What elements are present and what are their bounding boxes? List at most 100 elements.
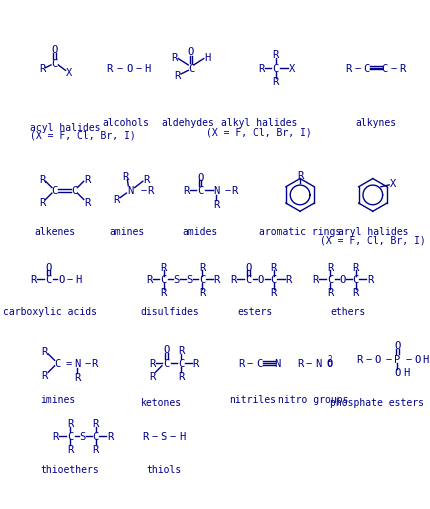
Text: R: R bbox=[326, 262, 332, 272]
Text: C: C bbox=[270, 275, 276, 285]
Text: ethers: ethers bbox=[330, 306, 365, 317]
Text: R: R bbox=[147, 186, 153, 196]
Text: R: R bbox=[352, 262, 358, 272]
Text: −: − bbox=[84, 358, 90, 369]
Text: C: C bbox=[160, 275, 166, 285]
Text: R: R bbox=[230, 275, 237, 285]
Text: thioethers: thioethers bbox=[40, 465, 99, 474]
Text: C: C bbox=[272, 64, 278, 73]
Text: R: R bbox=[178, 371, 184, 381]
Text: −: − bbox=[246, 358, 252, 369]
Text: O: O bbox=[393, 340, 399, 350]
Text: −: − bbox=[384, 354, 390, 364]
Text: R: R bbox=[366, 275, 372, 285]
Text: R: R bbox=[270, 262, 276, 272]
Text: C: C bbox=[381, 64, 387, 73]
Text: S: S bbox=[160, 431, 166, 441]
Text: −: − bbox=[140, 186, 147, 196]
Text: R: R bbox=[213, 275, 219, 285]
Text: R: R bbox=[398, 64, 404, 73]
Text: R: R bbox=[107, 431, 113, 441]
Text: amides: amides bbox=[182, 227, 217, 237]
Text: N: N bbox=[213, 186, 219, 196]
Text: P: P bbox=[393, 354, 399, 364]
Text: R: R bbox=[231, 186, 237, 196]
Text: R: R bbox=[84, 198, 90, 208]
Text: O: O bbox=[326, 358, 332, 369]
Text: R: R bbox=[148, 358, 155, 369]
Text: aldehydes: aldehydes bbox=[161, 118, 214, 128]
Text: O: O bbox=[339, 275, 345, 285]
Text: C: C bbox=[362, 64, 369, 73]
Text: R: R bbox=[106, 64, 112, 73]
Text: aromatic rings: aromatic rings bbox=[258, 227, 341, 237]
Text: (X = F, Cl, Br, I): (X = F, Cl, Br, I) bbox=[206, 127, 311, 137]
Text: acyl halides: acyl halides bbox=[30, 123, 100, 132]
Text: C: C bbox=[187, 64, 194, 73]
Text: C: C bbox=[245, 275, 251, 285]
Text: R: R bbox=[31, 275, 37, 285]
Text: C: C bbox=[255, 358, 262, 369]
Text: O: O bbox=[58, 275, 64, 285]
Text: amines: amines bbox=[110, 227, 144, 237]
Text: thiols: thiols bbox=[146, 465, 181, 474]
Text: R: R bbox=[183, 186, 189, 196]
Text: R: R bbox=[143, 174, 149, 184]
Text: O: O bbox=[197, 173, 203, 182]
Text: R: R bbox=[198, 262, 205, 272]
Text: R: R bbox=[113, 195, 119, 205]
Text: −: − bbox=[151, 431, 157, 441]
Text: H: H bbox=[178, 431, 184, 441]
Text: R: R bbox=[174, 71, 180, 81]
Text: R: R bbox=[41, 347, 48, 357]
Text: O: O bbox=[245, 262, 251, 272]
Text: aryl halides: aryl halides bbox=[337, 227, 407, 237]
Text: R: R bbox=[192, 358, 198, 369]
Text: N: N bbox=[74, 358, 80, 369]
Text: R: R bbox=[67, 418, 73, 428]
Text: R: R bbox=[67, 444, 73, 454]
Text: R: R bbox=[52, 431, 58, 441]
Text: (X = F, Cl, Br, I): (X = F, Cl, Br, I) bbox=[319, 235, 425, 245]
Text: R: R bbox=[285, 275, 291, 285]
Text: H: H bbox=[402, 367, 408, 378]
Text: −: − bbox=[353, 64, 359, 73]
Text: −: − bbox=[390, 64, 396, 73]
Text: −: − bbox=[224, 186, 230, 196]
Text: O: O bbox=[52, 45, 58, 55]
Text: (X = F, Cl, Br, I): (X = F, Cl, Br, I) bbox=[30, 131, 135, 140]
Text: R: R bbox=[270, 288, 276, 298]
Text: phosphate esters: phosphate esters bbox=[329, 398, 424, 407]
Text: R: R bbox=[142, 431, 148, 441]
Text: −: − bbox=[117, 64, 123, 73]
Text: R: R bbox=[198, 288, 205, 298]
Text: R: R bbox=[39, 198, 45, 208]
Text: O: O bbox=[373, 354, 380, 364]
Text: −: − bbox=[305, 358, 312, 369]
Text: N: N bbox=[314, 358, 321, 369]
Text: O: O bbox=[163, 345, 169, 355]
Text: −: − bbox=[67, 275, 73, 285]
Text: disulfides: disulfides bbox=[140, 306, 199, 317]
Text: esters: esters bbox=[237, 306, 272, 317]
Text: nitro groups: nitro groups bbox=[278, 394, 348, 405]
Text: R: R bbox=[344, 64, 350, 73]
Text: H: H bbox=[421, 354, 428, 364]
Text: C: C bbox=[198, 275, 205, 285]
Text: O: O bbox=[393, 367, 399, 378]
Text: C: C bbox=[352, 275, 358, 285]
Text: R: R bbox=[296, 358, 302, 369]
Text: R: R bbox=[148, 371, 155, 381]
Text: N: N bbox=[273, 358, 280, 369]
Text: C: C bbox=[163, 358, 169, 369]
Text: R: R bbox=[296, 171, 302, 181]
Text: R: R bbox=[257, 64, 264, 73]
Text: −: − bbox=[169, 431, 175, 441]
Text: alkyl halides: alkyl halides bbox=[221, 118, 297, 128]
Text: X: X bbox=[66, 68, 72, 78]
Text: R: R bbox=[92, 418, 98, 428]
Text: 2: 2 bbox=[327, 354, 332, 363]
Text: R: R bbox=[92, 444, 98, 454]
Text: R: R bbox=[91, 358, 98, 369]
Text: R: R bbox=[272, 50, 278, 60]
